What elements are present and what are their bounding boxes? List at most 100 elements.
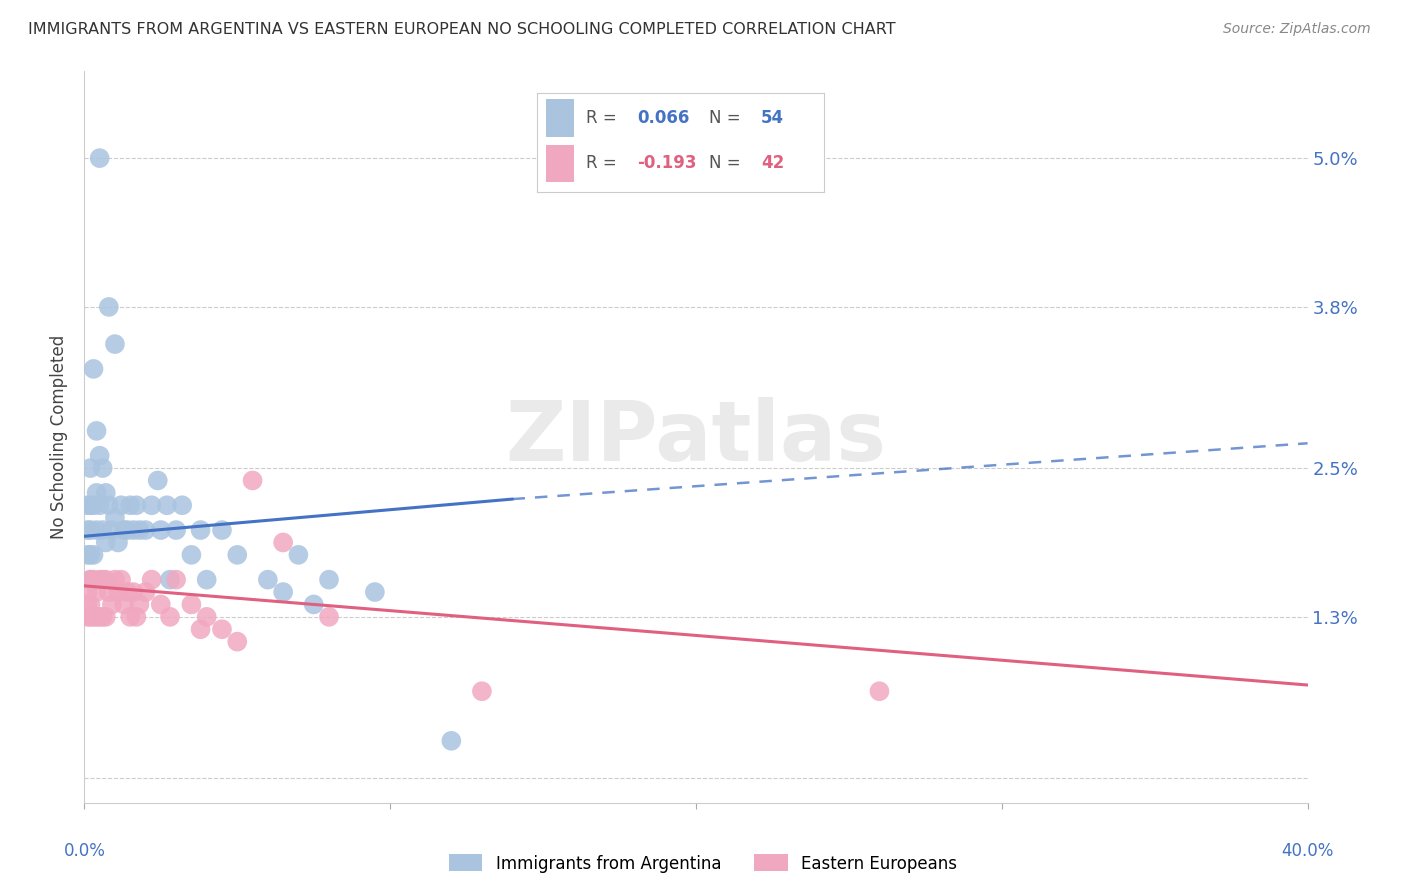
Point xyxy=(211,622,233,636)
Point xyxy=(156,498,179,512)
Point xyxy=(149,598,172,612)
Point xyxy=(112,598,135,612)
Point xyxy=(83,573,105,587)
Point xyxy=(120,498,142,512)
Point xyxy=(242,474,264,488)
Point xyxy=(79,498,101,512)
Point xyxy=(89,449,111,463)
Point xyxy=(107,585,129,599)
Point xyxy=(120,610,142,624)
Point xyxy=(107,535,129,549)
Point xyxy=(226,548,249,562)
Point xyxy=(159,610,181,624)
Point xyxy=(110,498,132,512)
Point xyxy=(79,523,101,537)
Point xyxy=(149,523,172,537)
Point xyxy=(83,610,105,624)
Point xyxy=(104,337,127,351)
Point xyxy=(165,523,187,537)
Text: 0.0%: 0.0% xyxy=(63,842,105,860)
Point xyxy=(76,548,98,562)
Point xyxy=(128,598,150,612)
Point xyxy=(97,498,120,512)
Point xyxy=(211,523,233,537)
Point xyxy=(76,610,98,624)
Point xyxy=(287,548,309,562)
Point xyxy=(94,535,117,549)
Point xyxy=(195,573,218,587)
Text: ZIPatlas: ZIPatlas xyxy=(506,397,886,477)
Point xyxy=(79,461,101,475)
Point xyxy=(180,598,202,612)
Point xyxy=(135,523,157,537)
Point xyxy=(110,573,132,587)
Point xyxy=(104,573,127,587)
Point xyxy=(101,598,124,612)
Point xyxy=(125,610,148,624)
Point xyxy=(226,634,249,648)
Point xyxy=(159,573,181,587)
Point xyxy=(86,486,108,500)
Point xyxy=(104,510,127,524)
Point xyxy=(122,585,145,599)
Point xyxy=(172,498,194,512)
Point xyxy=(440,734,463,748)
Point xyxy=(86,523,108,537)
Point xyxy=(79,573,101,587)
Text: Source: ZipAtlas.com: Source: ZipAtlas.com xyxy=(1223,22,1371,37)
Point xyxy=(115,523,138,537)
Point xyxy=(79,598,101,612)
Legend: Immigrants from Argentina, Eastern Europeans: Immigrants from Argentina, Eastern Europ… xyxy=(443,847,963,880)
Point xyxy=(190,523,212,537)
Point xyxy=(89,151,111,165)
Point xyxy=(86,585,108,599)
Point xyxy=(302,598,325,612)
Point xyxy=(257,573,280,587)
Point xyxy=(97,300,120,314)
Point xyxy=(101,523,124,537)
Point xyxy=(76,498,98,512)
Point xyxy=(89,610,111,624)
Text: IMMIGRANTS FROM ARGENTINA VS EASTERN EUROPEAN NO SCHOOLING COMPLETED CORRELATION: IMMIGRANTS FROM ARGENTINA VS EASTERN EUR… xyxy=(28,22,896,37)
Point xyxy=(115,585,138,599)
Point xyxy=(91,523,114,537)
Y-axis label: No Schooling Completed: No Schooling Completed xyxy=(51,335,69,539)
Point xyxy=(97,585,120,599)
Point xyxy=(94,573,117,587)
Point xyxy=(83,498,105,512)
Point xyxy=(128,523,150,537)
Point xyxy=(79,610,101,624)
Point xyxy=(91,573,114,587)
Point xyxy=(86,424,108,438)
Point xyxy=(318,610,340,624)
Point xyxy=(471,684,494,698)
Point xyxy=(869,684,891,698)
Point xyxy=(91,461,114,475)
Point xyxy=(76,598,98,612)
Point xyxy=(79,573,101,587)
Point xyxy=(141,573,163,587)
Point xyxy=(125,498,148,512)
Point xyxy=(89,573,111,587)
Point xyxy=(94,610,117,624)
Point xyxy=(76,523,98,537)
Point xyxy=(79,548,101,562)
Point xyxy=(318,573,340,587)
Point xyxy=(83,362,105,376)
Point xyxy=(364,585,387,599)
Point xyxy=(91,610,114,624)
Point xyxy=(271,585,294,599)
Point xyxy=(146,474,169,488)
Point xyxy=(141,498,163,512)
Point xyxy=(94,486,117,500)
Point xyxy=(83,548,105,562)
Point xyxy=(165,573,187,587)
Point xyxy=(112,523,135,537)
Point xyxy=(86,610,108,624)
Point xyxy=(271,535,294,549)
Point xyxy=(89,498,111,512)
Point xyxy=(122,523,145,537)
Point xyxy=(135,585,157,599)
Text: 40.0%: 40.0% xyxy=(1281,842,1334,860)
Point xyxy=(180,548,202,562)
